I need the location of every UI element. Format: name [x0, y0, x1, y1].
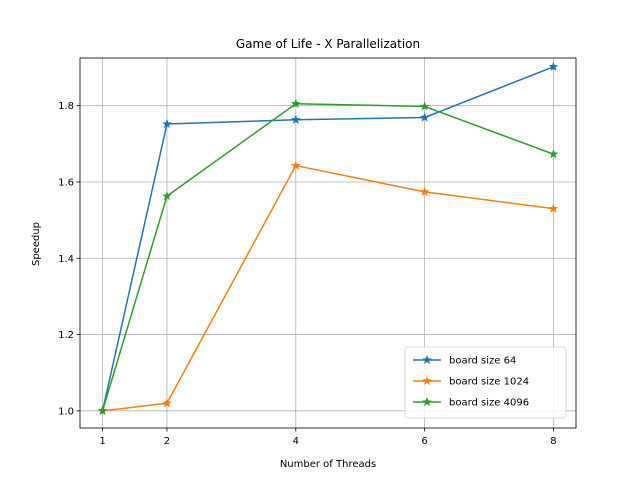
data-point [548, 149, 559, 159]
data-point [291, 114, 301, 124]
series-group [97, 61, 559, 415]
x-tick-label: 4 [293, 436, 299, 447]
legend-label: board size 1024 [449, 377, 529, 388]
series-2 [97, 160, 559, 415]
y-tick-label: 1.0 [58, 406, 74, 417]
y-tick-label: 1.8 [58, 101, 74, 112]
data-point [548, 203, 559, 213]
legend-box [404, 346, 567, 419]
data-point [162, 118, 172, 129]
x-tick-label: 6 [421, 436, 427, 447]
legend-label: board size 64 [449, 356, 516, 367]
chart-title: Game of Life - X Parallelization [236, 37, 420, 51]
x-tick-label: 1 [99, 436, 105, 447]
data-point [419, 101, 430, 111]
y-tick-label: 1.4 [58, 254, 74, 265]
data-point [291, 98, 301, 108]
x-tick-label: 2 [164, 436, 170, 447]
legend-item: board size 1024 [413, 375, 529, 388]
data-point [548, 61, 559, 71]
data-point [419, 112, 430, 122]
x-tick-label: 8 [550, 436, 556, 447]
y-tick-label: 1.2 [58, 330, 74, 341]
axes [79, 57, 577, 429]
data-point [162, 191, 172, 201]
plot-frame [79, 57, 577, 429]
series-3 [97, 98, 559, 415]
x-axis-label: Number of Threads [280, 459, 376, 470]
legend-marker [422, 396, 432, 407]
legend: board size 64 board size 1024 board size 4… [404, 346, 567, 419]
legend-item: board size 4096 [413, 396, 529, 409]
legend-marker [422, 375, 432, 386]
legend-label: board size 4096 [449, 398, 529, 409]
data-point [291, 160, 301, 170]
legend-marker [422, 354, 432, 365]
ticks: 1 2 4 6 8 1.0 1.2 1.4 1.6 1.8 [58, 101, 557, 447]
data-point [419, 186, 430, 196]
data-point [97, 405, 108, 415]
legend-item: board size 64 [413, 354, 516, 367]
y-tick-label: 1.6 [58, 177, 74, 188]
data-point [162, 398, 172, 408]
y-axis-label: Speedup [31, 222, 42, 266]
